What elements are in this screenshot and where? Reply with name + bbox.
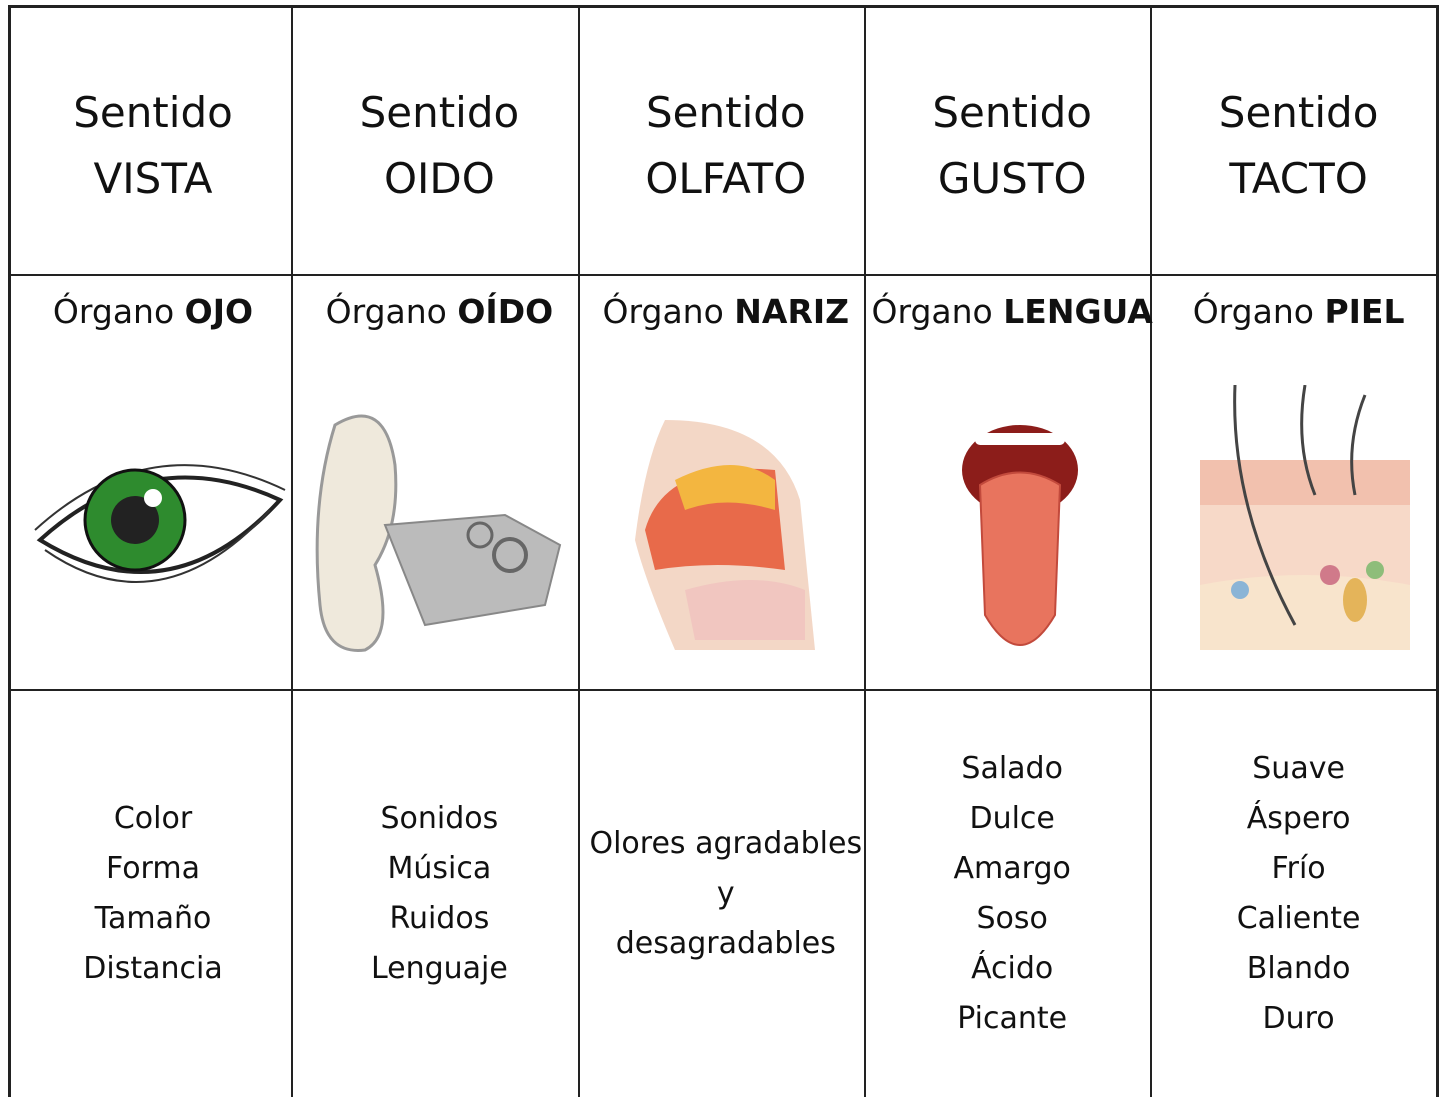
sense-name: OLFATO	[645, 154, 807, 203]
item: desagradables	[615, 925, 836, 961]
item: Suave	[1252, 750, 1345, 786]
organ-name: LENGUA	[1003, 292, 1153, 331]
organ-title: Órgano OÍDO	[296, 292, 582, 331]
organ-title: Órgano OJO	[10, 292, 296, 331]
sense-header: Sentido TACTO	[1156, 80, 1442, 212]
item: Ruidos	[389, 900, 490, 936]
sense-header: Sentido VISTA	[10, 80, 296, 212]
item-list: Salado Dulce Amargo Soso Ácido Picante	[869, 690, 1155, 1097]
sense-header: Sentido OLFATO	[583, 80, 869, 212]
item: Ácido	[971, 950, 1054, 986]
table-border	[8, 689, 1439, 691]
table-border	[578, 5, 580, 1097]
sense-label: Sentido	[359, 88, 520, 137]
organ-name: OÍDO	[457, 292, 554, 331]
organ-label: Órgano	[871, 292, 993, 331]
item: Picante	[957, 1000, 1068, 1036]
item-list: Suave Áspero Frío Caliente Blando Duro	[1156, 690, 1442, 1097]
item: Tamaño	[94, 900, 212, 936]
sense-name: GUSTO	[937, 154, 1087, 203]
organ-title: Órgano LENGUA	[869, 292, 1155, 331]
organ-name: OJO	[184, 292, 254, 331]
item: Música	[387, 850, 492, 886]
item: Blando	[1246, 950, 1351, 986]
item: Salado	[961, 750, 1063, 786]
sense-header: Sentido GUSTO	[869, 80, 1155, 212]
item-list: Olores agradables y desagradables	[583, 690, 869, 1097]
table-border	[8, 5, 11, 1097]
item: Duro	[1262, 1000, 1335, 1036]
sense-label: Sentido	[73, 88, 233, 137]
column: Sentido VISTA Órgano OJO Color Forma Tamaño Di…	[10, 0, 296, 1097]
tongue-image	[962, 425, 1078, 646]
item: Lenguaje	[370, 950, 508, 986]
item: Color	[113, 800, 193, 836]
item: Sonidos	[380, 800, 499, 836]
sense-name: TACTO	[1229, 154, 1368, 203]
item-list: Color Forma Tamaño Distancia	[10, 690, 296, 1097]
organ-label: Órgano	[1192, 292, 1314, 331]
item: y	[716, 875, 735, 911]
table-border	[1150, 5, 1152, 1097]
column: Sentido OLFATO Órgano NARIZ Olores agradabl…	[583, 0, 869, 1097]
table-border	[1436, 5, 1439, 1097]
organ-title: Órgano PIEL	[1156, 292, 1442, 331]
table-border	[291, 5, 293, 1097]
item: Dulce	[969, 800, 1055, 836]
sense-name: OIDO	[383, 154, 495, 203]
item: Frío	[1271, 850, 1326, 886]
table-border	[8, 5, 1439, 8]
organ-name: NARIZ	[734, 292, 850, 331]
organ-label: Órgano	[325, 292, 447, 331]
organ-title: Órgano NARIZ	[583, 292, 869, 331]
item: Áspero	[1246, 800, 1351, 836]
column: Sentido GUSTO Órgano LENGUA Salado Dulce Amar…	[869, 0, 1155, 1097]
nose-image	[635, 420, 815, 650]
item: Forma	[106, 850, 200, 886]
organ-label: Órgano	[52, 292, 175, 331]
organ-label: Órgano	[602, 292, 724, 331]
sense-label: Sentido	[645, 88, 806, 137]
column: Sentido OIDO Órgano OÍDO Sonidos Música Ruido…	[296, 0, 582, 1097]
item-list: Sonidos Música Ruidos Lenguaje	[296, 690, 582, 1097]
item: Amargo	[953, 850, 1071, 886]
eye-image	[34, 464, 286, 583]
sense-header: Sentido OIDO	[296, 80, 582, 212]
item: Distancia	[83, 950, 223, 986]
ear-image	[315, 414, 562, 652]
sense-label: Sentido	[932, 88, 1092, 137]
item: Caliente	[1236, 900, 1361, 936]
sense-name: VISTA	[93, 154, 213, 203]
table-border	[864, 5, 866, 1097]
organ-name: PIEL	[1324, 292, 1405, 331]
skin-image	[1200, 385, 1410, 650]
column: Sentido TACTO Órgano PIEL Suave Áspero Frío Ca…	[1156, 0, 1442, 1097]
item: Olores agradables	[589, 825, 863, 861]
table-border	[8, 274, 1439, 276]
sense-label: Sentido	[1218, 88, 1379, 137]
item: Soso	[976, 900, 1048, 936]
